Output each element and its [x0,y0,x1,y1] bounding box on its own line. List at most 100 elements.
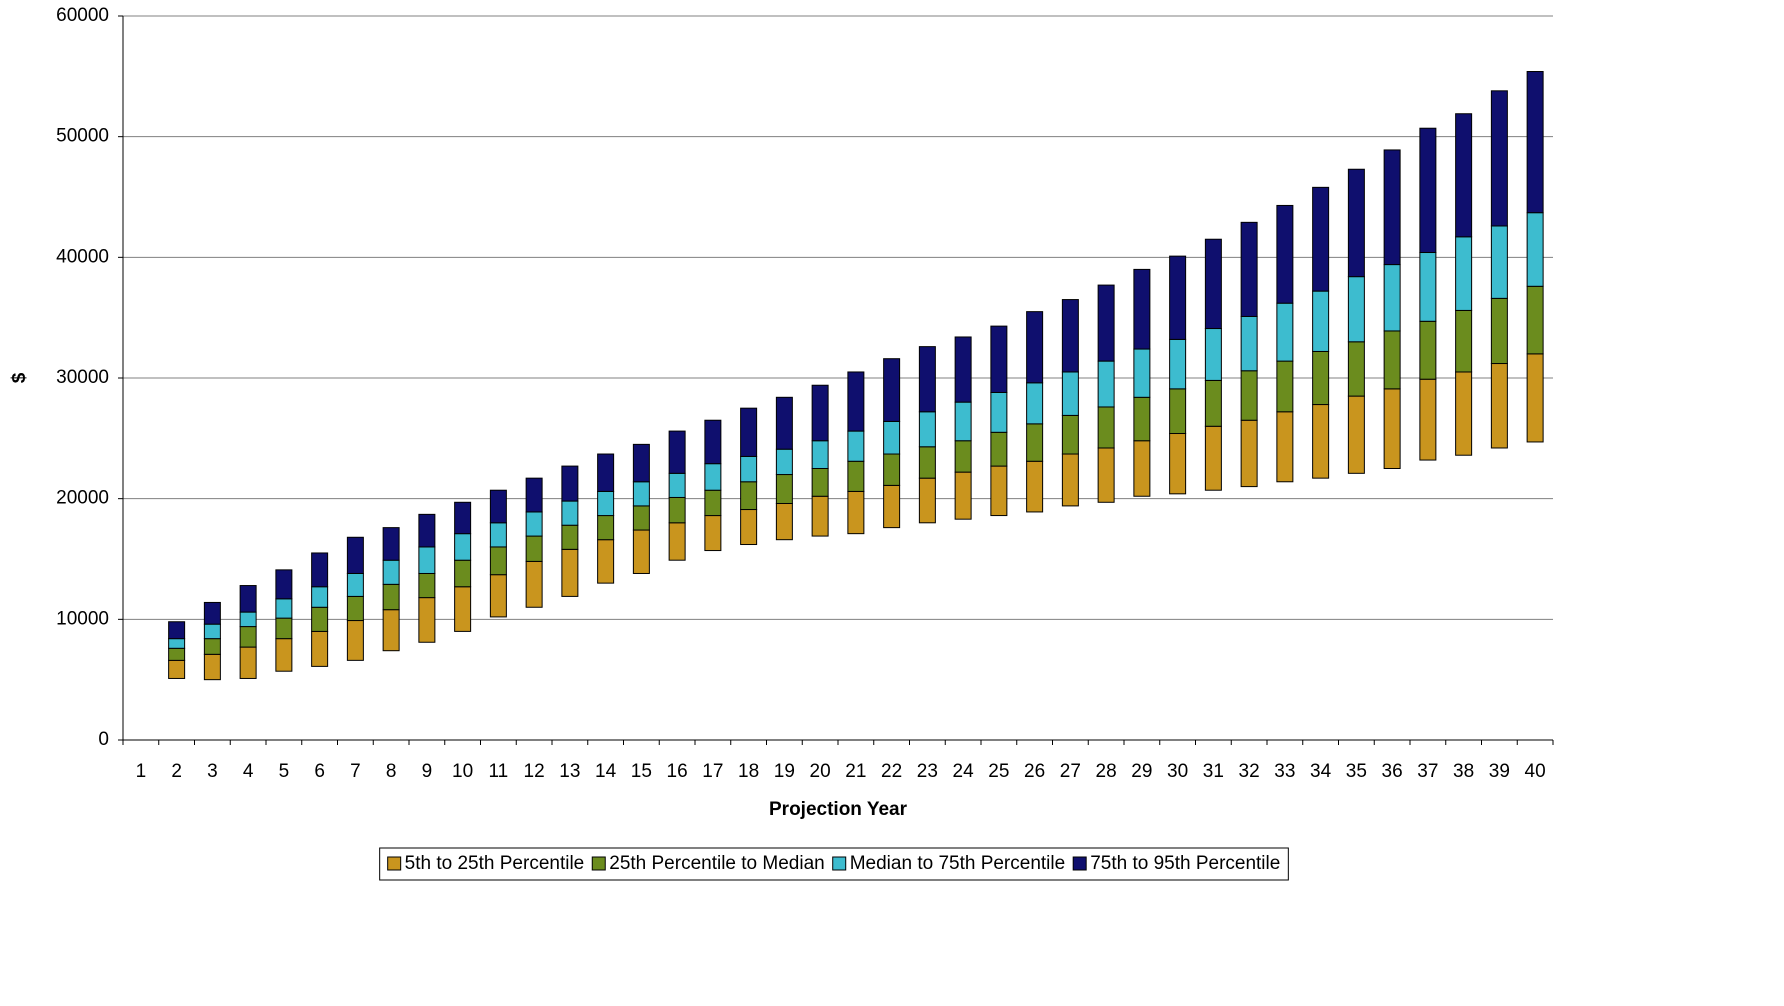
bar-segment [1204,328,1222,381]
x-tick-label: 26 [1024,761,1045,782]
bar-segment [990,391,1008,433]
x-tick-label: 20 [810,761,831,782]
bar-segment [275,617,293,640]
bar-segment [454,501,472,535]
bar-segment [1276,360,1294,413]
bar-segment [740,455,758,483]
bar-segment [1097,447,1115,503]
bar-segment [418,597,436,643]
x-tick-label: 7 [350,761,361,782]
bar-segment [1169,388,1187,435]
bar-segment [561,524,579,550]
legend-swatch [591,856,606,871]
bar-segment [1240,370,1258,421]
bar-segment [346,595,364,622]
bar-segment [883,420,901,455]
bar-segment [275,598,293,619]
bar-segment [1312,290,1330,352]
bar-segment [775,448,793,476]
bar-segment [1276,302,1294,362]
y-axis-title: $ [9,372,30,383]
bar-segment [1061,453,1079,507]
bar-segment [1061,371,1079,416]
bar-segment [1169,433,1187,495]
bar-segment [382,559,400,585]
bar-base [1491,448,1507,740]
x-tick-label: 3 [207,761,218,782]
bar-base [884,528,900,740]
bar-base [1527,442,1543,740]
bar-segment [1240,419,1258,488]
bar-segment [525,535,543,562]
x-tick-label: 38 [1453,761,1474,782]
bar-segment [382,609,400,652]
bar-segment [418,513,436,548]
bar-segment [668,522,686,561]
bar-base [1205,490,1221,740]
bar-segment [1133,268,1151,350]
bar-segment [1490,90,1508,227]
bar-segment [203,601,221,625]
x-tick-label: 2 [171,761,182,782]
bar-segment [561,548,579,597]
bar-segment [1312,404,1330,479]
x-tick-label: 28 [1096,761,1117,782]
bar-segment [1133,348,1151,398]
bar-segment [1061,414,1079,455]
bar-segment [168,647,186,661]
bar-segment [1204,379,1222,427]
y-tick-label: 60000 [56,5,109,26]
bar-segment [1347,341,1365,397]
bar-segment [847,460,865,492]
bar-segment [418,572,436,599]
bar-segment [990,465,1008,517]
legend-swatch [1072,856,1087,871]
bar-segment [775,502,793,541]
bar-segment [1347,395,1365,474]
bar-segment [1276,411,1294,483]
bar-segment [1490,225,1508,299]
x-tick-label: 37 [1417,761,1438,782]
bar-segment [954,440,972,473]
bar-segment [275,569,293,600]
bar-base [669,560,685,740]
bar-base [562,596,578,740]
bar-segment [418,546,436,574]
bar-segment [525,477,543,513]
bar-segment [918,477,936,524]
bar-segment [1204,425,1222,491]
bar-segment [489,489,507,524]
bar-segment [1490,363,1508,449]
bar-segment [239,646,257,679]
bar-segment [954,401,972,442]
bar-segment [168,659,186,679]
bar-segment [1383,264,1401,332]
bar-segment [1026,382,1044,425]
bar-segment [203,653,221,681]
bar-segment [632,443,650,483]
bar-base [240,678,256,740]
bar-segment [346,620,364,661]
bar-segment [704,463,722,491]
x-tick-label: 11 [489,761,509,782]
bar-segment [1097,406,1115,449]
x-tick-label: 1 [136,761,147,782]
bar-segment [1347,276,1365,343]
bar-segment [775,396,793,450]
bar-segment [1455,236,1473,311]
x-tick-label: 5 [279,761,290,782]
bar-segment [1169,338,1187,390]
bar-segment [1455,309,1473,373]
bar-base [204,680,220,740]
bar-base [598,583,614,740]
x-tick-label: 24 [953,761,975,782]
bar-segment [918,411,936,448]
bar-segment [632,505,650,531]
bar-segment [990,431,1008,467]
bar-base [633,573,649,740]
x-tick-label: 27 [1060,761,1081,782]
bar-segment [203,623,221,640]
bar-segment [632,529,650,574]
bar-segment [1097,360,1115,408]
